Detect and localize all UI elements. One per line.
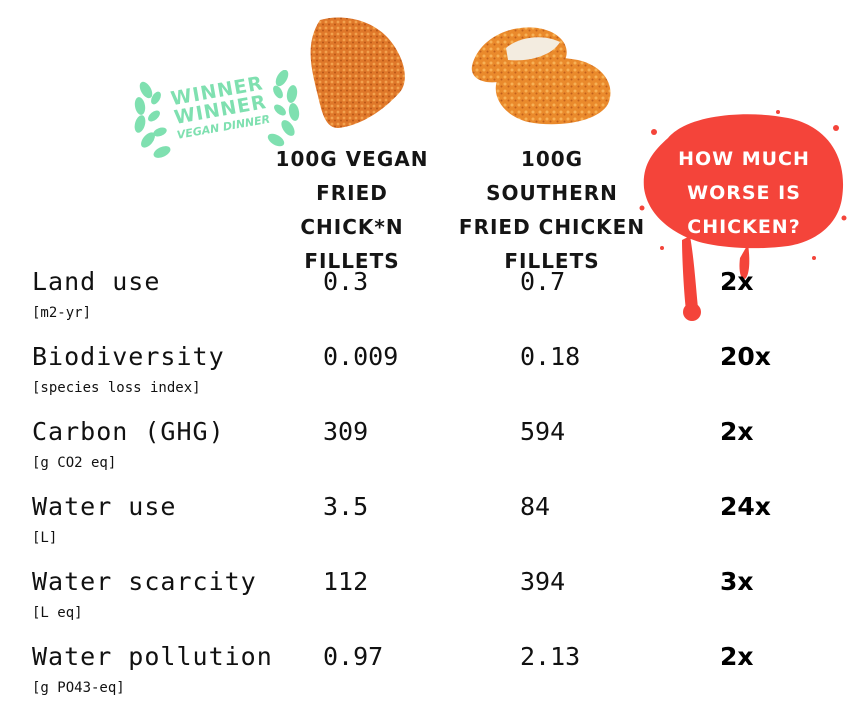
vegan-value: 3.5 — [323, 492, 369, 521]
metric-name: Biodiversity — [32, 342, 225, 371]
metric-unit: [L eq] — [32, 605, 83, 621]
vegan-column-header: 100G VEGAN FRIED CHICK*N FILLETS — [275, 147, 429, 273]
winner-badge: WINNER WINNER VEGAN DINNER — [132, 69, 302, 170]
ratio-value: 20x — [720, 342, 771, 371]
metric-name: Carbon (GHG) — [32, 417, 225, 446]
metric-unit: [g PO43-eq] — [32, 680, 125, 696]
vegan-fillet-image — [310, 17, 405, 129]
metric-unit: [L] — [32, 530, 58, 546]
table-row: Biodiversity [species loss index] 0.009 … — [0, 337, 851, 412]
table-row: Water scarcity [L eq] 112 394 3x — [0, 562, 851, 637]
ratio-value: 3x — [720, 567, 754, 596]
comparison-table: Land use [m2-yr] 0.3 0.7 2x Biodiversity… — [0, 262, 851, 712]
chicken-value: 84 — [520, 492, 551, 521]
table-row: Carbon (GHG) [g CO2 eq] 309 594 2x — [0, 412, 851, 487]
red-splat-icon — [639, 110, 847, 321]
chicken-value: 0.18 — [520, 342, 581, 371]
vegan-value: 0.3 — [323, 267, 369, 296]
chicken-fillet-image — [471, 27, 611, 125]
ratio-column-header: HOW MUCH WORSE IS CHICKEN? — [678, 148, 810, 238]
table-row: Water pollution [g PO43-eq] 0.97 2.13 2x — [0, 637, 851, 712]
vegan-value: 309 — [323, 417, 369, 446]
ratio-value: 2x — [720, 417, 754, 446]
ratio-value: 2x — [720, 642, 754, 671]
metric-unit: [m2-yr] — [32, 305, 92, 321]
comparison-header: WINNER WINNER VEGAN DINNER 100G — [0, 0, 851, 321]
ratio-value: 2x — [720, 267, 754, 296]
chicken-value: 594 — [520, 417, 566, 446]
chicken-value: 394 — [520, 567, 566, 596]
laurel-wreath-icon — [134, 69, 300, 158]
vegan-value: 0.009 — [323, 342, 399, 371]
metric-unit: [species loss index] — [32, 380, 201, 396]
metric-unit: [g CO2 eq] — [32, 455, 117, 471]
metric-name: Water pollution — [32, 642, 273, 671]
table-row: Water use [L] 3.5 84 24x — [0, 487, 851, 562]
chicken-value: 2.13 — [520, 642, 581, 671]
vegan-value: 0.97 — [323, 642, 384, 671]
table-row: Land use [m2-yr] 0.3 0.7 2x — [0, 262, 851, 337]
chicken-value: 0.7 — [520, 267, 566, 296]
ratio-value: 24x — [720, 492, 771, 521]
vegan-value: 112 — [323, 567, 369, 596]
metric-name: Land use — [32, 267, 161, 296]
metric-name: Water use — [32, 492, 177, 521]
chicken-column-header: 100G SOUTHERN FRIED CHICKEN FILLETS — [458, 147, 646, 273]
metric-name: Water scarcity — [32, 567, 257, 596]
